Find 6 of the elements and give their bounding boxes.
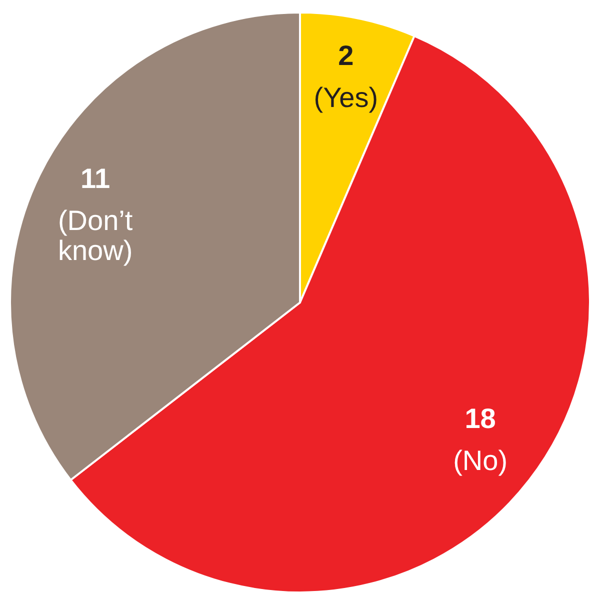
data-label: 2	[338, 40, 354, 72]
data-label: 18	[464, 403, 496, 434]
slice-label: (Yes)	[314, 82, 378, 114]
slice-label: (No)	[453, 445, 508, 476]
slice-label: (Don’t know)	[58, 205, 133, 266]
data-label: 11	[80, 163, 110, 194]
